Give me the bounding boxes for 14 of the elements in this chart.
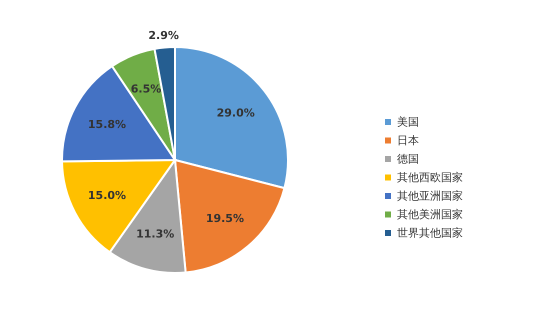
legend-label: 美国 — [397, 116, 419, 128]
data-label: 6.5% — [130, 82, 162, 96]
data-label: 29.0% — [216, 106, 255, 120]
legend-label: 其他美洲国家 — [397, 208, 463, 221]
data-label: 15.8% — [88, 118, 126, 131]
legend-label: 其他亚洲国家 — [397, 190, 463, 202]
legend-label: 日本 — [397, 134, 419, 147]
data-label: 2.9% — [148, 29, 179, 42]
legend-label: 世界其他国家 — [397, 226, 463, 240]
legend-label: 德国 — [397, 152, 419, 166]
data-label: 19.5% — [206, 212, 244, 225]
legend-label: 其他西欧国家 — [397, 171, 463, 184]
data-label: 11.3% — [136, 228, 174, 241]
data-label: 15.0% — [88, 189, 126, 202]
